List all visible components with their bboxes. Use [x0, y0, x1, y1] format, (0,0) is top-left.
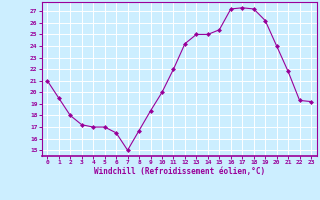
X-axis label: Windchill (Refroidissement éolien,°C): Windchill (Refroidissement éolien,°C) [94, 167, 265, 176]
